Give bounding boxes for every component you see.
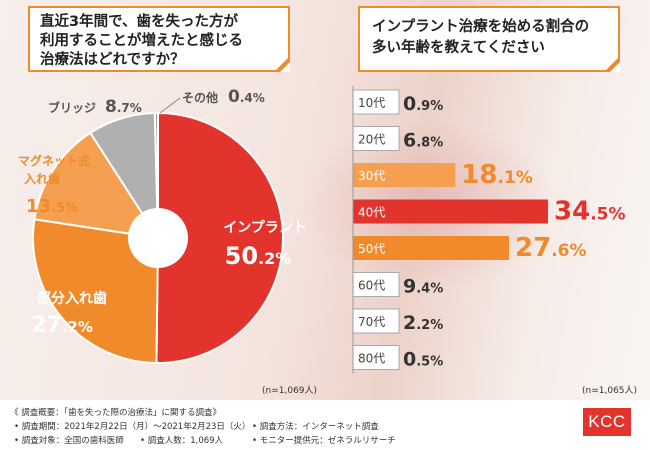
pie-label-implant: インプラント bbox=[223, 220, 307, 236]
footer-title: 《 調査概要：「歯を失った際の治療法」に関する調査》 bbox=[10, 408, 221, 418]
kcc-logo: KCC bbox=[583, 408, 631, 436]
footer-people: • 調査人数：1,069人 bbox=[140, 436, 224, 446]
left-question-line-3: 治療法はどれですか？ bbox=[40, 52, 185, 68]
bar-0 bbox=[352, 89, 400, 115]
pie-label-bridge: ブリッジ bbox=[48, 100, 96, 115]
box-corner-inner bbox=[610, 62, 620, 72]
bar-label-5: 60代 bbox=[358, 279, 385, 293]
pie-value-other: 0.4% bbox=[228, 87, 265, 107]
footer-target: • 調査対象：全国の歯科医師 bbox=[14, 436, 124, 446]
pie-slice-2 bbox=[33, 131, 161, 240]
pie-slice-0 bbox=[155, 111, 284, 364]
bar-n-note: (n=1,065人) bbox=[582, 386, 638, 396]
bar-value-4: 27.6% bbox=[515, 233, 587, 263]
bar-3 bbox=[353, 199, 548, 224]
bar-6 bbox=[352, 308, 400, 334]
pie-label-partial-denture: 部分入れ歯 bbox=[37, 290, 107, 307]
bar-5 bbox=[352, 272, 400, 297]
pie-slice-1 bbox=[32, 218, 160, 365]
left-question-line-2: 利用することが増えたと感じる bbox=[40, 33, 243, 49]
bar-label-3: 40代 bbox=[358, 206, 385, 220]
right-question-line-1: インプラント治療を始める割合の bbox=[372, 19, 590, 35]
left-question-line-1: 直近3年間で、歯を失った方が bbox=[40, 14, 239, 30]
bar-label-0: 10代 bbox=[358, 96, 385, 110]
bar-value-6: 2.2% bbox=[403, 312, 443, 334]
footer-method: • 調査方法：インターネット調査 bbox=[252, 422, 379, 432]
bar-value-1: 6.8% bbox=[403, 130, 443, 152]
pie-center-hole bbox=[128, 208, 188, 268]
bar-label-2: 30代 bbox=[358, 169, 385, 183]
bar-label-4: 50代 bbox=[358, 242, 385, 256]
pie-value-partial-denture: 27.2% bbox=[31, 313, 93, 338]
pie-label-magnet-1: マグネット式 bbox=[18, 153, 90, 168]
right-question-box: インプラント治療を始める割合の 多い年齢を教えてください bbox=[358, 6, 620, 72]
bar-7 bbox=[352, 345, 400, 370]
right-question-line-2: 多い年齢を教えてください bbox=[372, 40, 545, 56]
footer-provider: • モニター提供元：ゼネラルリサーチ bbox=[252, 436, 396, 446]
box-corner-inner bbox=[280, 62, 290, 72]
bar-value-7: 0.5% bbox=[403, 349, 443, 371]
bar-value-2: 18.1% bbox=[461, 160, 533, 190]
pie-value-bridge: 8.7% bbox=[105, 97, 142, 117]
pie-value-implant: 50.2% bbox=[225, 242, 292, 270]
bar-value-5: 9.4% bbox=[403, 276, 443, 298]
survey-footer: 《 調査概要：「歯を失った際の治療法」に関する調査》 • 調査期間：2021年2… bbox=[0, 400, 650, 450]
bar-label-1: 20代 bbox=[358, 133, 385, 147]
bar-4 bbox=[353, 236, 509, 260]
bar-label-6: 70代 bbox=[358, 315, 385, 329]
pie-value-magnet: 13.5% bbox=[26, 196, 78, 217]
bar-2 bbox=[353, 163, 456, 187]
bar-value-0: 0.9% bbox=[403, 93, 443, 115]
bar-value-3: 34.5% bbox=[554, 197, 626, 227]
pie-label-magnet-2: 入れ歯 bbox=[24, 171, 60, 186]
pie-slice-4 bbox=[153, 111, 159, 239]
pie-n-note: (n=1,069人) bbox=[262, 386, 318, 396]
pie-leader-other bbox=[159, 97, 181, 114]
left-question-box: 直近3年間で、歯を失った方が 利用することが増えたと感じる 治療法はどれですか？ bbox=[28, 6, 290, 72]
bar-label-7: 80代 bbox=[358, 352, 385, 366]
footer-period: • 調査期間：2021年2月22日（月）～2021年2月23日（火） bbox=[14, 422, 251, 432]
pie-label-other: その他 bbox=[182, 90, 218, 105]
